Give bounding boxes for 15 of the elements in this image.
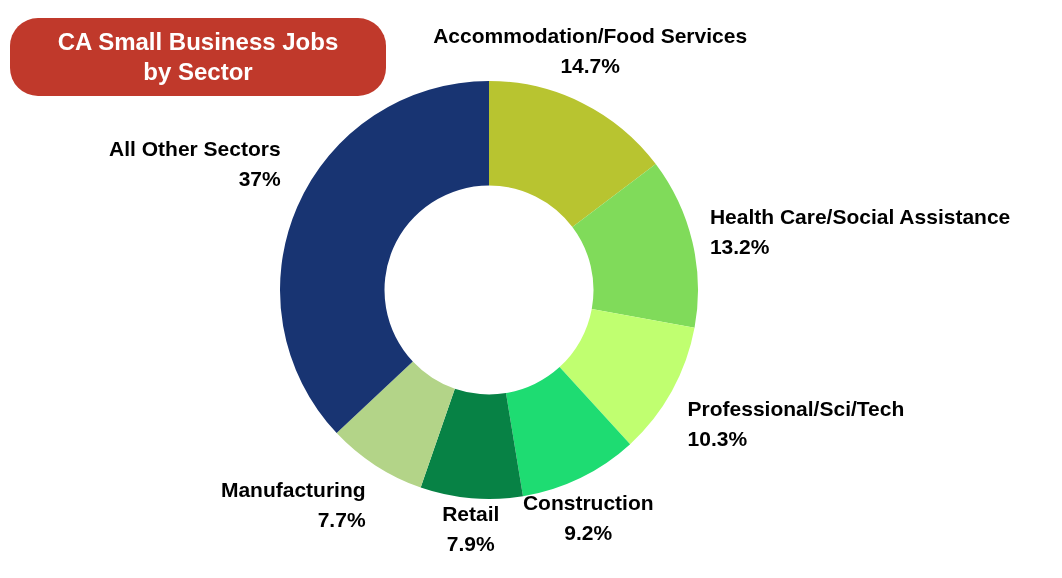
slice-label: Construction <box>522 491 654 515</box>
data-label: 10.3% <box>687 427 748 451</box>
slice-label: All Other Sectors <box>109 137 281 161</box>
slice-label: Manufacturing <box>220 477 366 501</box>
data-label: 7.9% <box>446 531 496 555</box>
slice-label: Retail <box>442 501 500 525</box>
data-label: 37% <box>238 167 281 191</box>
data-label: 9.2% <box>564 521 613 545</box>
data-label: 13.2% <box>709 235 770 258</box>
text: CA Small Business Jobs by Sector <box>10 18 386 96</box>
slice-label: Health Care/Social Assistance <box>709 205 1011 228</box>
data-label: 14.7% <box>560 54 621 78</box>
data-label: 7.7% <box>317 507 366 531</box>
slice-label: Professional/Sci/Tech <box>687 397 905 421</box>
slice-label: Accommodation/Food Services <box>433 24 748 48</box>
